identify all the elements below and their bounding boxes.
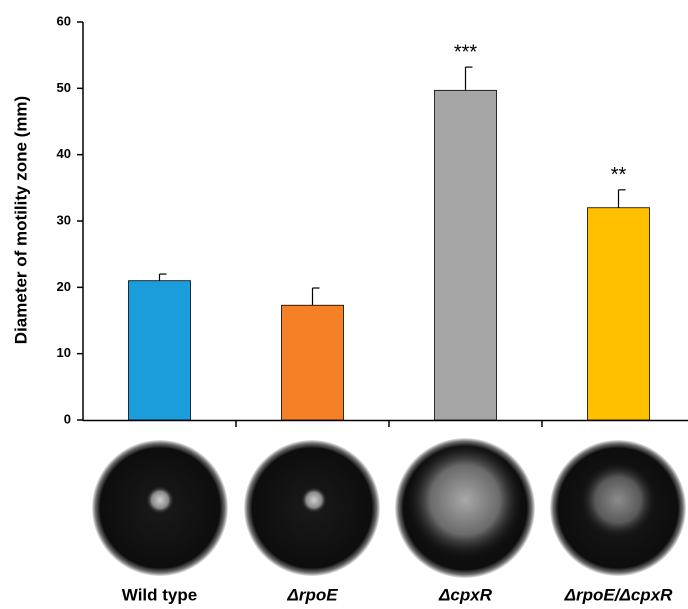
plate-images bbox=[84, 438, 688, 578]
x-tick-label: ΔrpoE/ΔcpxR bbox=[564, 585, 674, 604]
y-tick-label: 40 bbox=[57, 146, 71, 161]
x-tick-label: Wild type bbox=[122, 585, 197, 604]
y-tick-label: 60 bbox=[57, 13, 71, 28]
y-tick-label: 10 bbox=[57, 345, 71, 360]
y-tick-label: 0 bbox=[64, 411, 71, 426]
y-tick-label: 30 bbox=[57, 212, 71, 227]
bar bbox=[588, 208, 650, 420]
chart: Diameter of motility zone (mm) 0 10 20 30 40… bbox=[0, 0, 688, 609]
y-tick-label: 50 bbox=[57, 80, 71, 95]
bar bbox=[435, 90, 497, 420]
significance-label: ** bbox=[611, 164, 627, 186]
y-tick-label: 20 bbox=[57, 279, 71, 294]
bar bbox=[129, 281, 191, 420]
x-tick-label: ΔcpxR bbox=[438, 585, 493, 604]
significance-label: *** bbox=[454, 41, 478, 63]
x-tick-label: ΔrpoE bbox=[286, 585, 338, 604]
bar bbox=[282, 305, 344, 420]
page: {"chart_data": {"type": "bar", "y_label"… bbox=[0, 0, 688, 609]
y-axis-label: Diameter of motility zone (mm) bbox=[11, 96, 30, 344]
